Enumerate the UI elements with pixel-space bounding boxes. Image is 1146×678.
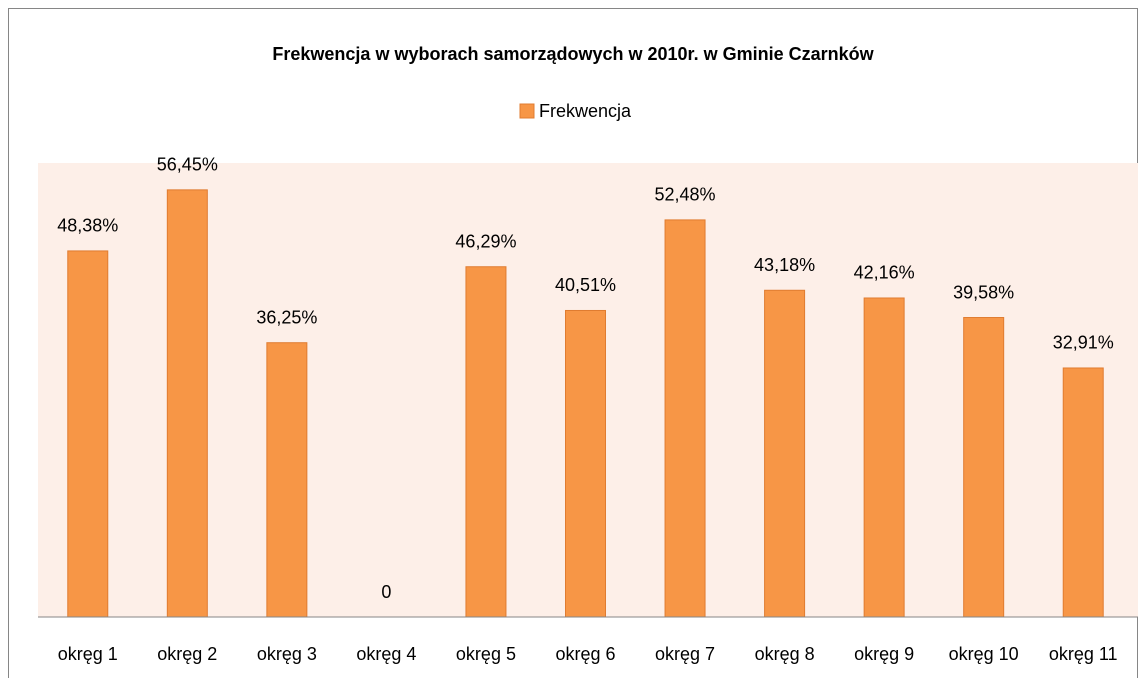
bar [863, 297, 905, 618]
x-tick-label: okręg 7 [655, 644, 715, 664]
x-tick-label: okręg 4 [356, 644, 416, 664]
bar [565, 309, 606, 618]
x-tick-label: okręg 1 [58, 644, 118, 664]
x-tick-label: okręg 9 [854, 644, 914, 664]
legend-label: Frekwencja [539, 101, 632, 121]
bar [1062, 367, 1104, 618]
chart-title: Frekwencja w wyborach samorządowych w 20… [272, 44, 874, 64]
data-label: 52,48% [655, 185, 716, 205]
x-tick-label: okręg 6 [555, 644, 615, 664]
bar [67, 250, 109, 618]
x-tick-label: okręg 8 [755, 644, 815, 664]
legend-swatch [519, 103, 535, 119]
data-label: 46,29% [455, 231, 516, 251]
data-label: 48,38% [57, 216, 118, 236]
data-label: 40,51% [555, 275, 616, 295]
data-label: 42,16% [854, 263, 915, 283]
bar [764, 289, 806, 618]
bar [166, 189, 208, 618]
x-tick-label: okręg 5 [456, 644, 516, 664]
x-tick-label: okręg 2 [157, 644, 217, 664]
x-tick-label: okręg 3 [257, 644, 317, 664]
bar [664, 219, 706, 618]
x-tick-label: okręg 10 [949, 644, 1019, 664]
bar [266, 342, 308, 618]
data-label: 56,45% [157, 155, 218, 175]
data-label: 32,91% [1053, 333, 1114, 353]
data-label: 43,18% [754, 255, 815, 275]
x-tick-label: okręg 11 [1049, 644, 1118, 664]
data-label: 36,25% [256, 307, 317, 327]
bar [465, 266, 507, 618]
data-label: 39,58% [953, 282, 1014, 302]
bar [963, 317, 1005, 618]
data-label: 0 [381, 582, 391, 602]
